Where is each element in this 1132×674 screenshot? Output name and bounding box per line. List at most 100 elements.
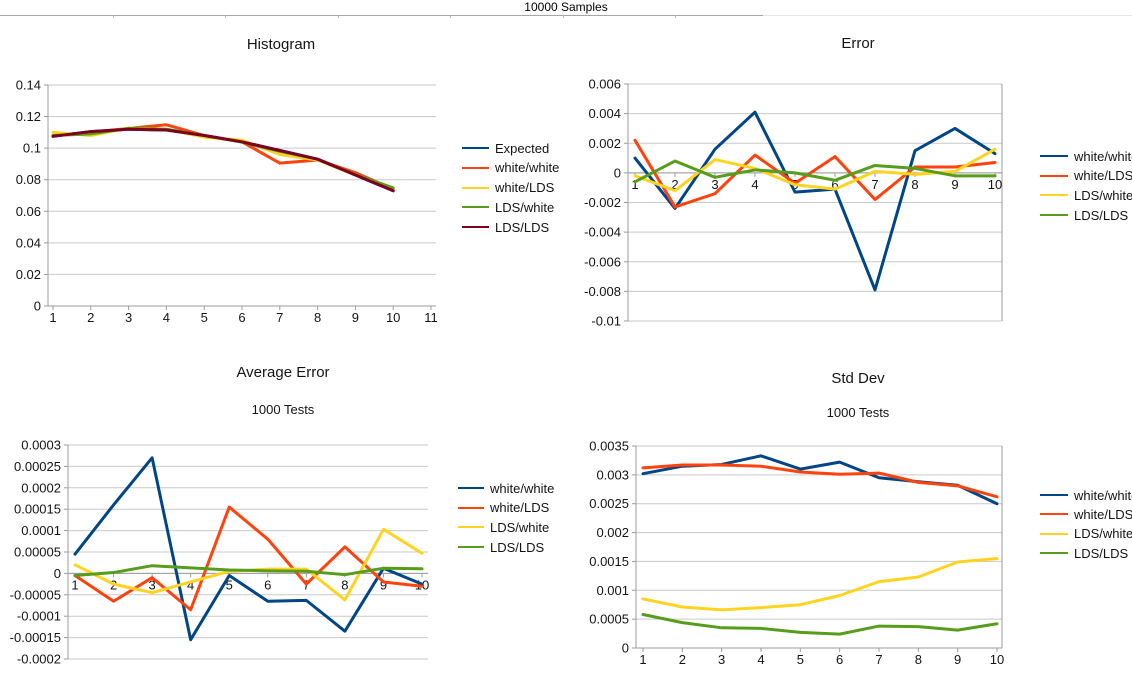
legend-swatch xyxy=(1040,552,1068,555)
chart-title: Average Error xyxy=(236,364,330,381)
chart-average-error: Average Error 1000 Tests 0.0003 0.00025 0.… xyxy=(0,346,580,674)
x-tick-label: 9 xyxy=(954,652,961,667)
legend-item: white/LDS xyxy=(462,180,554,196)
x-tick-label: 2 xyxy=(671,177,678,192)
y-tick-label: 0.0035 xyxy=(589,439,629,454)
x-tick-label: 1 xyxy=(631,177,638,192)
series-line-lds-lds xyxy=(633,159,997,184)
y-tick-label: 0.004 xyxy=(588,106,621,121)
legend-label: LDS/LDS xyxy=(490,539,545,555)
series-line-white-lds xyxy=(641,463,999,499)
legend-swatch xyxy=(462,147,489,149)
series-line-white-white xyxy=(641,454,999,506)
legend-item: white/white xyxy=(458,480,554,496)
y-tick-label: 0 xyxy=(622,641,629,656)
std-dev-plot: 0.0035 0.003 0.0025 0.002 0.0015 0.001 0.0005 0… xyxy=(589,439,1004,668)
legend-label: LDS/white xyxy=(1074,526,1132,542)
legend-swatch xyxy=(1040,174,1068,177)
y-tick-label: -0.004 xyxy=(584,225,621,240)
y-tick-label: 0.0003 xyxy=(21,438,61,453)
y-tick-label: 0.00005 xyxy=(14,545,61,560)
legend-swatch xyxy=(462,226,489,229)
y-tick-label: -0.008 xyxy=(584,284,621,299)
histogram-plot: 0.14 0.12 0.1 0.08 0.06 0.04 0.02 01 2 3 4 5 6 7 8 9 10 1… xyxy=(16,78,438,326)
legend-item: LDS/LDS xyxy=(462,219,549,235)
x-tick-label: 6 xyxy=(831,177,838,192)
chart-title: Histogram xyxy=(246,36,316,53)
x-tick-label: 2 xyxy=(679,652,686,667)
y-tick-label: 0.0015 xyxy=(589,554,629,569)
legend-swatch xyxy=(458,546,484,549)
x-tick-label: 5 xyxy=(226,577,233,592)
y-tick-label: 0.08 xyxy=(16,172,41,187)
y-tick-label: 0.006 xyxy=(588,77,621,92)
x-tick-label: 7 xyxy=(871,177,878,192)
x-tick-label: 3 xyxy=(148,577,155,592)
y-tick-label: 0.0025 xyxy=(589,496,629,511)
x-tick-label: 4 xyxy=(757,652,764,667)
legend-label: white/LDS xyxy=(1074,168,1132,184)
legend-swatch xyxy=(458,506,484,509)
legend-swatch xyxy=(462,166,489,169)
x-tick-label: 1 xyxy=(639,652,646,667)
x-tick-label: 9 xyxy=(352,310,359,325)
y-tick-label: 0.003 xyxy=(596,467,629,482)
x-tick-label: 7 xyxy=(276,310,283,325)
series-line-white-white xyxy=(633,110,997,292)
series-line-white-white xyxy=(73,456,424,642)
x-tick-label: 6 xyxy=(264,577,271,592)
legend-label: white/LDS xyxy=(490,500,550,516)
y-tick-label: 0.06 xyxy=(16,204,41,219)
y-tick-label: 0.14 xyxy=(16,78,41,93)
y-tick-label: -0.002 xyxy=(584,195,621,210)
chart-title: Std Dev xyxy=(831,370,885,387)
x-tick-label: 10 xyxy=(990,652,1004,667)
y-tick-label: 0.002 xyxy=(588,136,621,151)
header-gridline-tick xyxy=(450,15,451,18)
legend-swatch xyxy=(1040,532,1068,535)
y-tick-label: -0.006 xyxy=(584,254,621,269)
chart-subtitle: 1000 Tests xyxy=(826,405,890,420)
legend-swatch xyxy=(458,526,484,529)
y-tick-label: -0.0001 xyxy=(17,609,61,624)
y-tick-label: 0.0001 xyxy=(21,523,61,538)
header-gridline-tick xyxy=(225,15,226,18)
legend-label: LDS/white xyxy=(495,199,555,215)
legend-swatch xyxy=(1040,494,1068,496)
y-tick-label: -0.00015 xyxy=(10,630,61,645)
legend-item: LDS/LDS xyxy=(1040,207,1128,223)
y-tick-label: 0.1 xyxy=(23,141,41,156)
series-line-white-lds xyxy=(633,138,997,209)
x-tick-label: 8 xyxy=(341,577,348,592)
x-tick-label: 10 xyxy=(988,177,1002,192)
x-tick-label: 4 xyxy=(751,177,758,192)
legend-swatch xyxy=(1040,214,1068,217)
y-tick-label: 0.00025 xyxy=(14,459,61,474)
legend-swatch xyxy=(458,487,484,489)
legend-item: white/LDS xyxy=(1040,168,1132,184)
x-tick-label: 4 xyxy=(187,577,194,592)
series-line-lds-lds xyxy=(641,613,999,636)
y-tick-label: 0 xyxy=(54,566,61,581)
x-tick-label: 3 xyxy=(711,177,718,192)
legend-label: LDS/LDS xyxy=(1074,545,1129,561)
header-gridline-tick xyxy=(675,15,676,18)
legend-item: white/white xyxy=(1040,487,1132,503)
y-tick-label: 0.02 xyxy=(16,267,41,282)
legend-item: LDS/white xyxy=(1040,526,1132,542)
legend-item: LDS/white xyxy=(1040,187,1132,203)
x-tick-label: 5 xyxy=(201,310,208,325)
chart-title: Error xyxy=(841,35,875,52)
series-line-lds-lds xyxy=(73,564,424,578)
legend-item: white/white xyxy=(462,160,559,176)
page-title: 10000 Samples xyxy=(524,0,608,14)
chart-std-dev: Std Dev 1000 Tests 0.0035 0.003 0.0025 0.00… xyxy=(580,346,1132,674)
chart-histogram: Histogram 0.14 0.12 0.1 0.08 0.06 0.04 0.02 0 1 2… xyxy=(0,16,580,346)
legend-item: white/LDS xyxy=(458,500,549,516)
header-gridline-tick xyxy=(338,15,339,18)
x-tick-label: 3 xyxy=(718,652,725,667)
legend-item: white/white xyxy=(1040,148,1132,164)
chart-subtitle: 1000 Tests xyxy=(251,402,315,417)
legend-item: LDS/white xyxy=(458,519,549,535)
